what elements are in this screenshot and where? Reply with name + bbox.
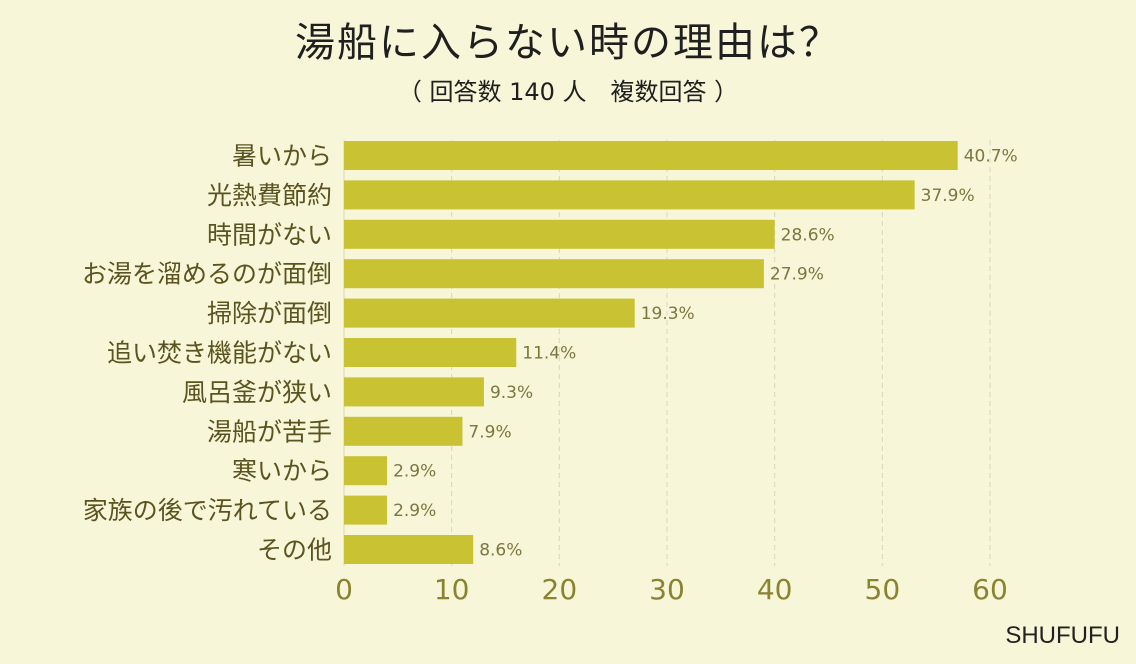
category-label: 光熱費節約 [207,181,332,210]
category-label: 寒いから [232,457,332,486]
bar [344,377,484,407]
x-tick-label: 50 [865,573,901,606]
x-tick-label: 10 [434,573,470,606]
value-label: 37.9% [921,186,975,206]
x-tick-label: 40 [757,573,793,606]
bar [344,298,635,328]
value-label: 7.9% [468,422,511,442]
category-label: その他 [257,536,332,565]
value-label: 40.7% [964,147,1018,167]
value-label: 27.9% [770,265,824,285]
category-label: 掃除が面倒 [207,299,332,328]
bar [344,259,764,289]
bar [344,219,775,249]
x-tick-label: 30 [649,573,685,606]
category-label: 時間がない [207,220,332,249]
category-label: 風呂釜が狭い [182,378,332,407]
category-label: 暑いから [232,142,332,171]
value-label: 8.6% [479,541,522,561]
category-label: 家族の後で汚れている [83,496,332,525]
category-label: 湯船が苦手 [207,417,332,446]
x-tick-label: 0 [335,573,353,606]
bar [344,180,915,210]
x-tick-label: 20 [542,573,578,606]
chart-title: 湯船に入らない時の理由は？ [295,20,841,66]
value-label: 11.4% [522,344,576,364]
bar [344,456,388,486]
value-label: 9.3% [490,383,533,403]
bar [344,535,474,564]
brand-logo: SHUFUFU [1005,622,1120,649]
value-label: 2.9% [393,462,436,482]
value-label: 19.3% [641,304,695,324]
bar [344,416,463,446]
value-label: 28.6% [781,225,835,245]
bar [344,338,517,367]
value-label: 2.9% [393,501,436,521]
category-label: 追い焚き機能がない [107,339,332,368]
chart-subtitle: （ 回答数 140 人 複数回答 ） [397,78,739,106]
bar [344,141,958,170]
bar [344,495,388,525]
x-tick-label: 60 [972,573,1008,606]
category-label: お湯を溜めるのが面倒 [82,260,332,289]
